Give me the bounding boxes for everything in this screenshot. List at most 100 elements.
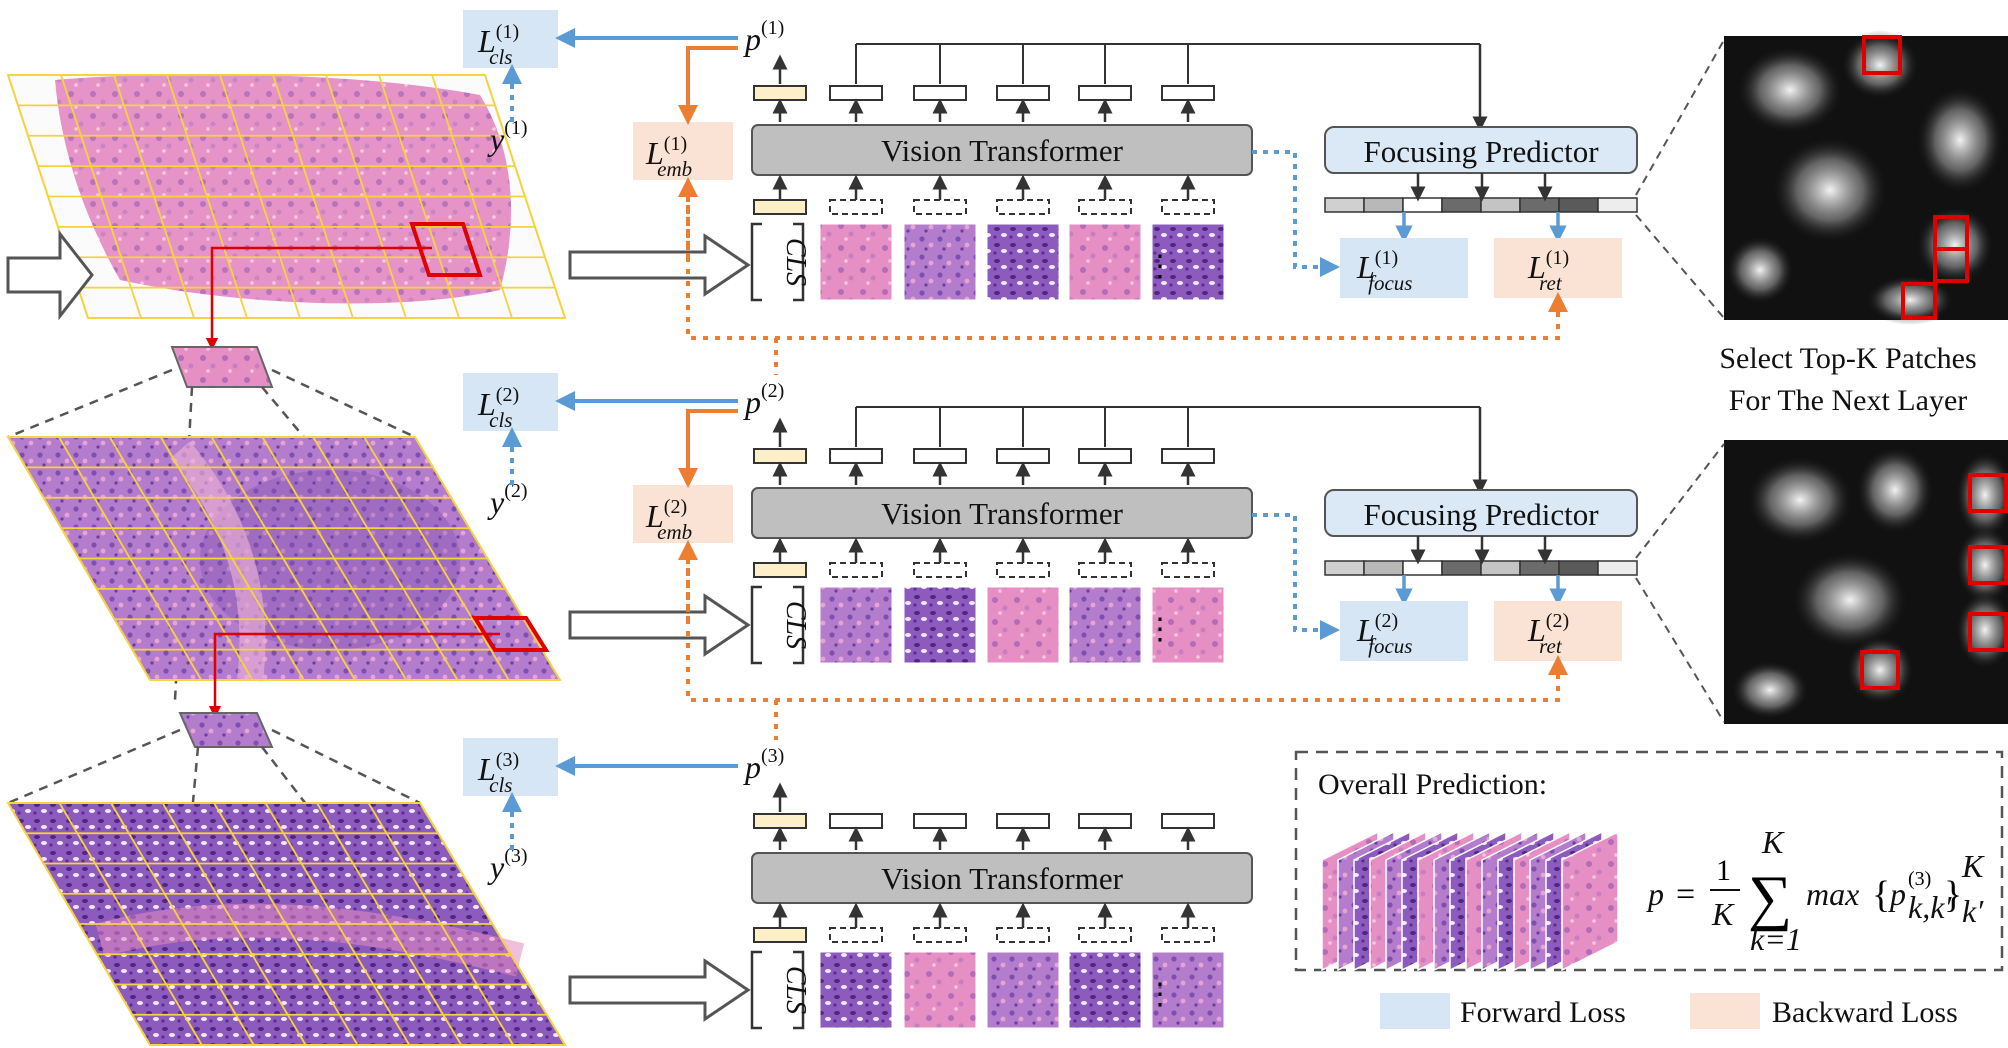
svg-text:L(1)cls: L(1) cls — [477, 21, 519, 69]
focus-loss-1: L(1) focus — [1340, 238, 1468, 298]
vt-label-1: Vision Transformer — [881, 133, 1124, 168]
patch-thumb-3 — [819, 951, 893, 1029]
gt-label-3: y(3) — [487, 845, 528, 885]
focusing-predictor-1: Focusing Predictor — [1324, 126, 1638, 174]
patch-thumb-2 — [986, 586, 1060, 664]
legend-backward-label: Backward Loss — [1772, 996, 1958, 1029]
cls-text-2: CLS — [780, 601, 811, 649]
fp-label-2: Focusing Predictor — [1363, 497, 1599, 532]
fp-label-1: Focusing Predictor — [1363, 134, 1599, 169]
patch-thumb-1 — [903, 223, 977, 301]
hollow-arrow-2 — [568, 593, 751, 657]
heatmap-1-topk-box — [1901, 282, 1937, 320]
zoom-thumb-1 — [170, 346, 274, 388]
select-caption-line2: For The Next Layer — [1729, 384, 1968, 417]
patch-thumb-2 — [1151, 586, 1225, 664]
input-token-1 — [1161, 199, 1215, 215]
patch-thumb-3 — [903, 951, 977, 1029]
patch-thumb-1 — [819, 223, 893, 301]
cls-text-1: CLS — [780, 238, 811, 286]
wsi-pyramid — [6, 74, 567, 1046]
selected-region-layer-1 — [409, 222, 483, 277]
svg-text:y(2): y(2) — [487, 480, 528, 520]
output-token-1 — [996, 85, 1050, 101]
cls-token-box-3: CLS — [750, 950, 811, 1030]
zoom-thumb-2 — [178, 712, 274, 748]
input-token-3 — [1161, 927, 1215, 943]
gt-label-1: y(1) — [487, 117, 528, 157]
output-token-3 — [996, 813, 1050, 829]
svg-text:L(2)cls: L(2) cls — [477, 384, 519, 432]
input-token-2 — [829, 562, 883, 578]
vision-transformer-2: Vision Transformer — [751, 487, 1253, 539]
pipeline-row-2: L(2) cls p(2) y(2) L(2) emb Vision Transformer… — [463, 373, 1638, 665]
focus-score-bar-1 — [1324, 197, 1638, 213]
cls-loss-2: L(2) cls — [463, 373, 558, 432]
vision-transformer-3: Vision Transformer — [751, 852, 1253, 904]
zoom-arrow-1 — [205, 246, 432, 351]
formula-equals: = — [1676, 876, 1695, 913]
svg-text:p(2): p(2) — [743, 380, 784, 420]
svg-text:y(3): y(3) — [487, 845, 528, 885]
output-token-2 — [913, 448, 967, 464]
heatmap-2-topk-box — [1860, 650, 1900, 690]
output-token-2 — [996, 448, 1050, 464]
ret-loop-2 — [686, 547, 1568, 702]
output-token-2 — [829, 448, 883, 464]
ret-loss-1: L(1) ret — [1494, 238, 1622, 298]
overall-prediction-box: Overall Prediction: p = 1 K K ∑ k=1 max … — [1294, 750, 2004, 972]
prob-label-1: p(1) — [743, 17, 784, 57]
heatmap-2 — [1724, 440, 2008, 724]
cls-token-box-1: CLS — [750, 222, 811, 302]
formula-brace-close: } — [1944, 874, 1962, 916]
formula-frac-den: K — [1711, 896, 1735, 932]
input-token-3 — [829, 927, 883, 943]
legend-backward-swatch — [1690, 993, 1760, 1029]
cls-loss-3: L(3) cls — [463, 738, 558, 797]
svg-text:y(1): y(1) — [487, 117, 528, 157]
output-token-1 — [913, 85, 967, 101]
emb-loss-2: L(2) emb — [633, 485, 733, 544]
svg-text:L(1)emb: L(1) emb — [645, 133, 692, 181]
patch-thumb-1 — [1068, 223, 1142, 301]
output-token-3 — [1078, 813, 1132, 829]
heatmap-2-topk-box — [1968, 473, 2008, 513]
input-token-3 — [996, 927, 1050, 943]
heatmap-1-topk-box — [1933, 247, 1969, 283]
output-cls-token-3 — [753, 813, 807, 829]
pipeline-row-3: L(3) cls p(3) y(3) Vision Transformer CLS ⋮ — [463, 738, 1253, 1030]
input-token-3 — [913, 927, 967, 943]
patch-thumb-3 — [986, 951, 1060, 1029]
input-token-1 — [996, 199, 1050, 215]
output-token-1 — [1078, 85, 1132, 101]
formula-inner-base: p — [1888, 876, 1906, 912]
focus-loss-2: L(2) focus — [1340, 601, 1468, 661]
zoom-arrow-2 — [208, 632, 500, 719]
vt-label-3: Vision Transformer — [881, 861, 1124, 896]
patch-thumb-2 — [819, 586, 893, 664]
input-token-2 — [996, 562, 1050, 578]
heatmap-2-topk-box — [1968, 612, 2008, 652]
overall-title: Overall Prediction: — [1318, 768, 1547, 801]
overall-formula: p = 1 K K ∑ k=1 max { p (3) k,k′ } K k′ — [1646, 824, 1985, 957]
hollow-arrow-3 — [568, 958, 751, 1022]
patch-thumb-1 — [986, 223, 1060, 301]
legend-forward-swatch — [1380, 993, 1450, 1029]
output-token-3 — [913, 813, 967, 829]
cls-token-box-2: CLS — [750, 585, 811, 665]
input-cls-token-1 — [753, 199, 807, 215]
slide-to-token-arrows — [568, 233, 751, 1022]
retrieval-loops — [686, 185, 1568, 740]
output-token-1 — [1161, 85, 1215, 101]
output-token-2 — [1161, 448, 1215, 464]
input-token-2 — [1161, 562, 1215, 578]
input-token-1 — [1078, 199, 1132, 215]
svg-text:L(1)ret: L(1) ret — [1527, 247, 1569, 295]
vt-label-2: Vision Transformer — [881, 496, 1124, 531]
patch-thumb-2 — [1068, 586, 1142, 664]
cls-text-3: CLS — [780, 966, 811, 1014]
ellipsis-1: ⋮ — [1145, 250, 1175, 283]
wsi-layer-2 — [6, 436, 562, 682]
input-token-3 — [1078, 927, 1132, 943]
